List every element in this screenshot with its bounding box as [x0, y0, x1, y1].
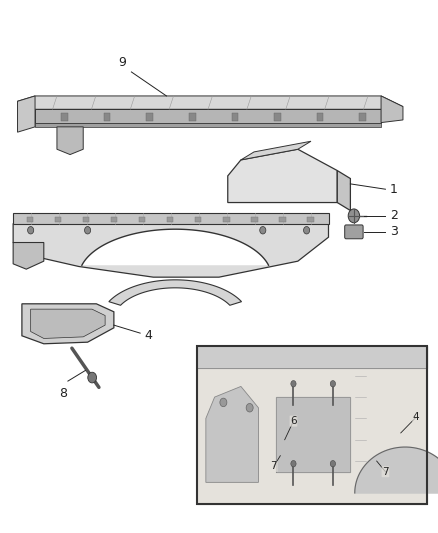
Polygon shape	[381, 96, 403, 123]
Polygon shape	[35, 123, 381, 127]
Text: 7: 7	[270, 462, 277, 471]
Bar	[274, 113, 281, 121]
Circle shape	[291, 381, 296, 387]
Polygon shape	[82, 229, 268, 265]
Text: 4: 4	[145, 329, 152, 342]
Circle shape	[260, 227, 266, 234]
Circle shape	[88, 372, 96, 383]
Text: 9: 9	[119, 56, 127, 69]
Text: 3: 3	[390, 225, 398, 238]
Bar	[27, 217, 33, 222]
Bar	[223, 217, 230, 222]
Polygon shape	[197, 346, 427, 504]
Text: 6: 6	[290, 416, 297, 426]
Bar	[307, 217, 314, 222]
Bar	[195, 217, 201, 222]
Circle shape	[330, 461, 336, 467]
Text: 8: 8	[60, 387, 67, 400]
Bar	[251, 217, 258, 222]
Bar	[359, 113, 366, 121]
Bar	[279, 217, 286, 222]
Bar	[104, 113, 110, 121]
Bar	[197, 346, 427, 504]
Bar	[61, 113, 68, 121]
Polygon shape	[18, 96, 403, 109]
Circle shape	[85, 227, 91, 234]
FancyBboxPatch shape	[345, 225, 363, 239]
Bar	[55, 217, 61, 222]
Text: 4: 4	[413, 412, 420, 422]
Polygon shape	[206, 386, 258, 482]
Polygon shape	[241, 141, 311, 160]
Polygon shape	[18, 96, 35, 132]
Bar	[317, 113, 323, 121]
Bar	[83, 217, 89, 222]
Polygon shape	[197, 346, 427, 368]
Polygon shape	[57, 127, 83, 155]
Bar	[139, 217, 145, 222]
Circle shape	[220, 398, 227, 407]
Bar	[189, 113, 195, 121]
Circle shape	[28, 227, 34, 234]
Bar	[111, 217, 117, 222]
Polygon shape	[337, 171, 350, 211]
Text: 1: 1	[390, 183, 398, 196]
Polygon shape	[355, 447, 438, 493]
Polygon shape	[13, 213, 328, 224]
Circle shape	[304, 227, 310, 234]
Text: 7: 7	[382, 467, 389, 477]
Text: 2: 2	[390, 209, 398, 222]
Circle shape	[330, 381, 336, 387]
Circle shape	[348, 209, 360, 223]
Polygon shape	[276, 397, 350, 472]
Polygon shape	[31, 309, 105, 338]
Polygon shape	[109, 280, 241, 305]
Bar	[146, 113, 153, 121]
Bar	[167, 217, 173, 222]
Polygon shape	[13, 216, 328, 277]
Polygon shape	[22, 304, 114, 344]
Bar	[232, 113, 238, 121]
Polygon shape	[228, 149, 337, 203]
Polygon shape	[35, 109, 381, 123]
Circle shape	[291, 461, 296, 467]
Polygon shape	[13, 243, 44, 269]
Circle shape	[246, 403, 253, 412]
